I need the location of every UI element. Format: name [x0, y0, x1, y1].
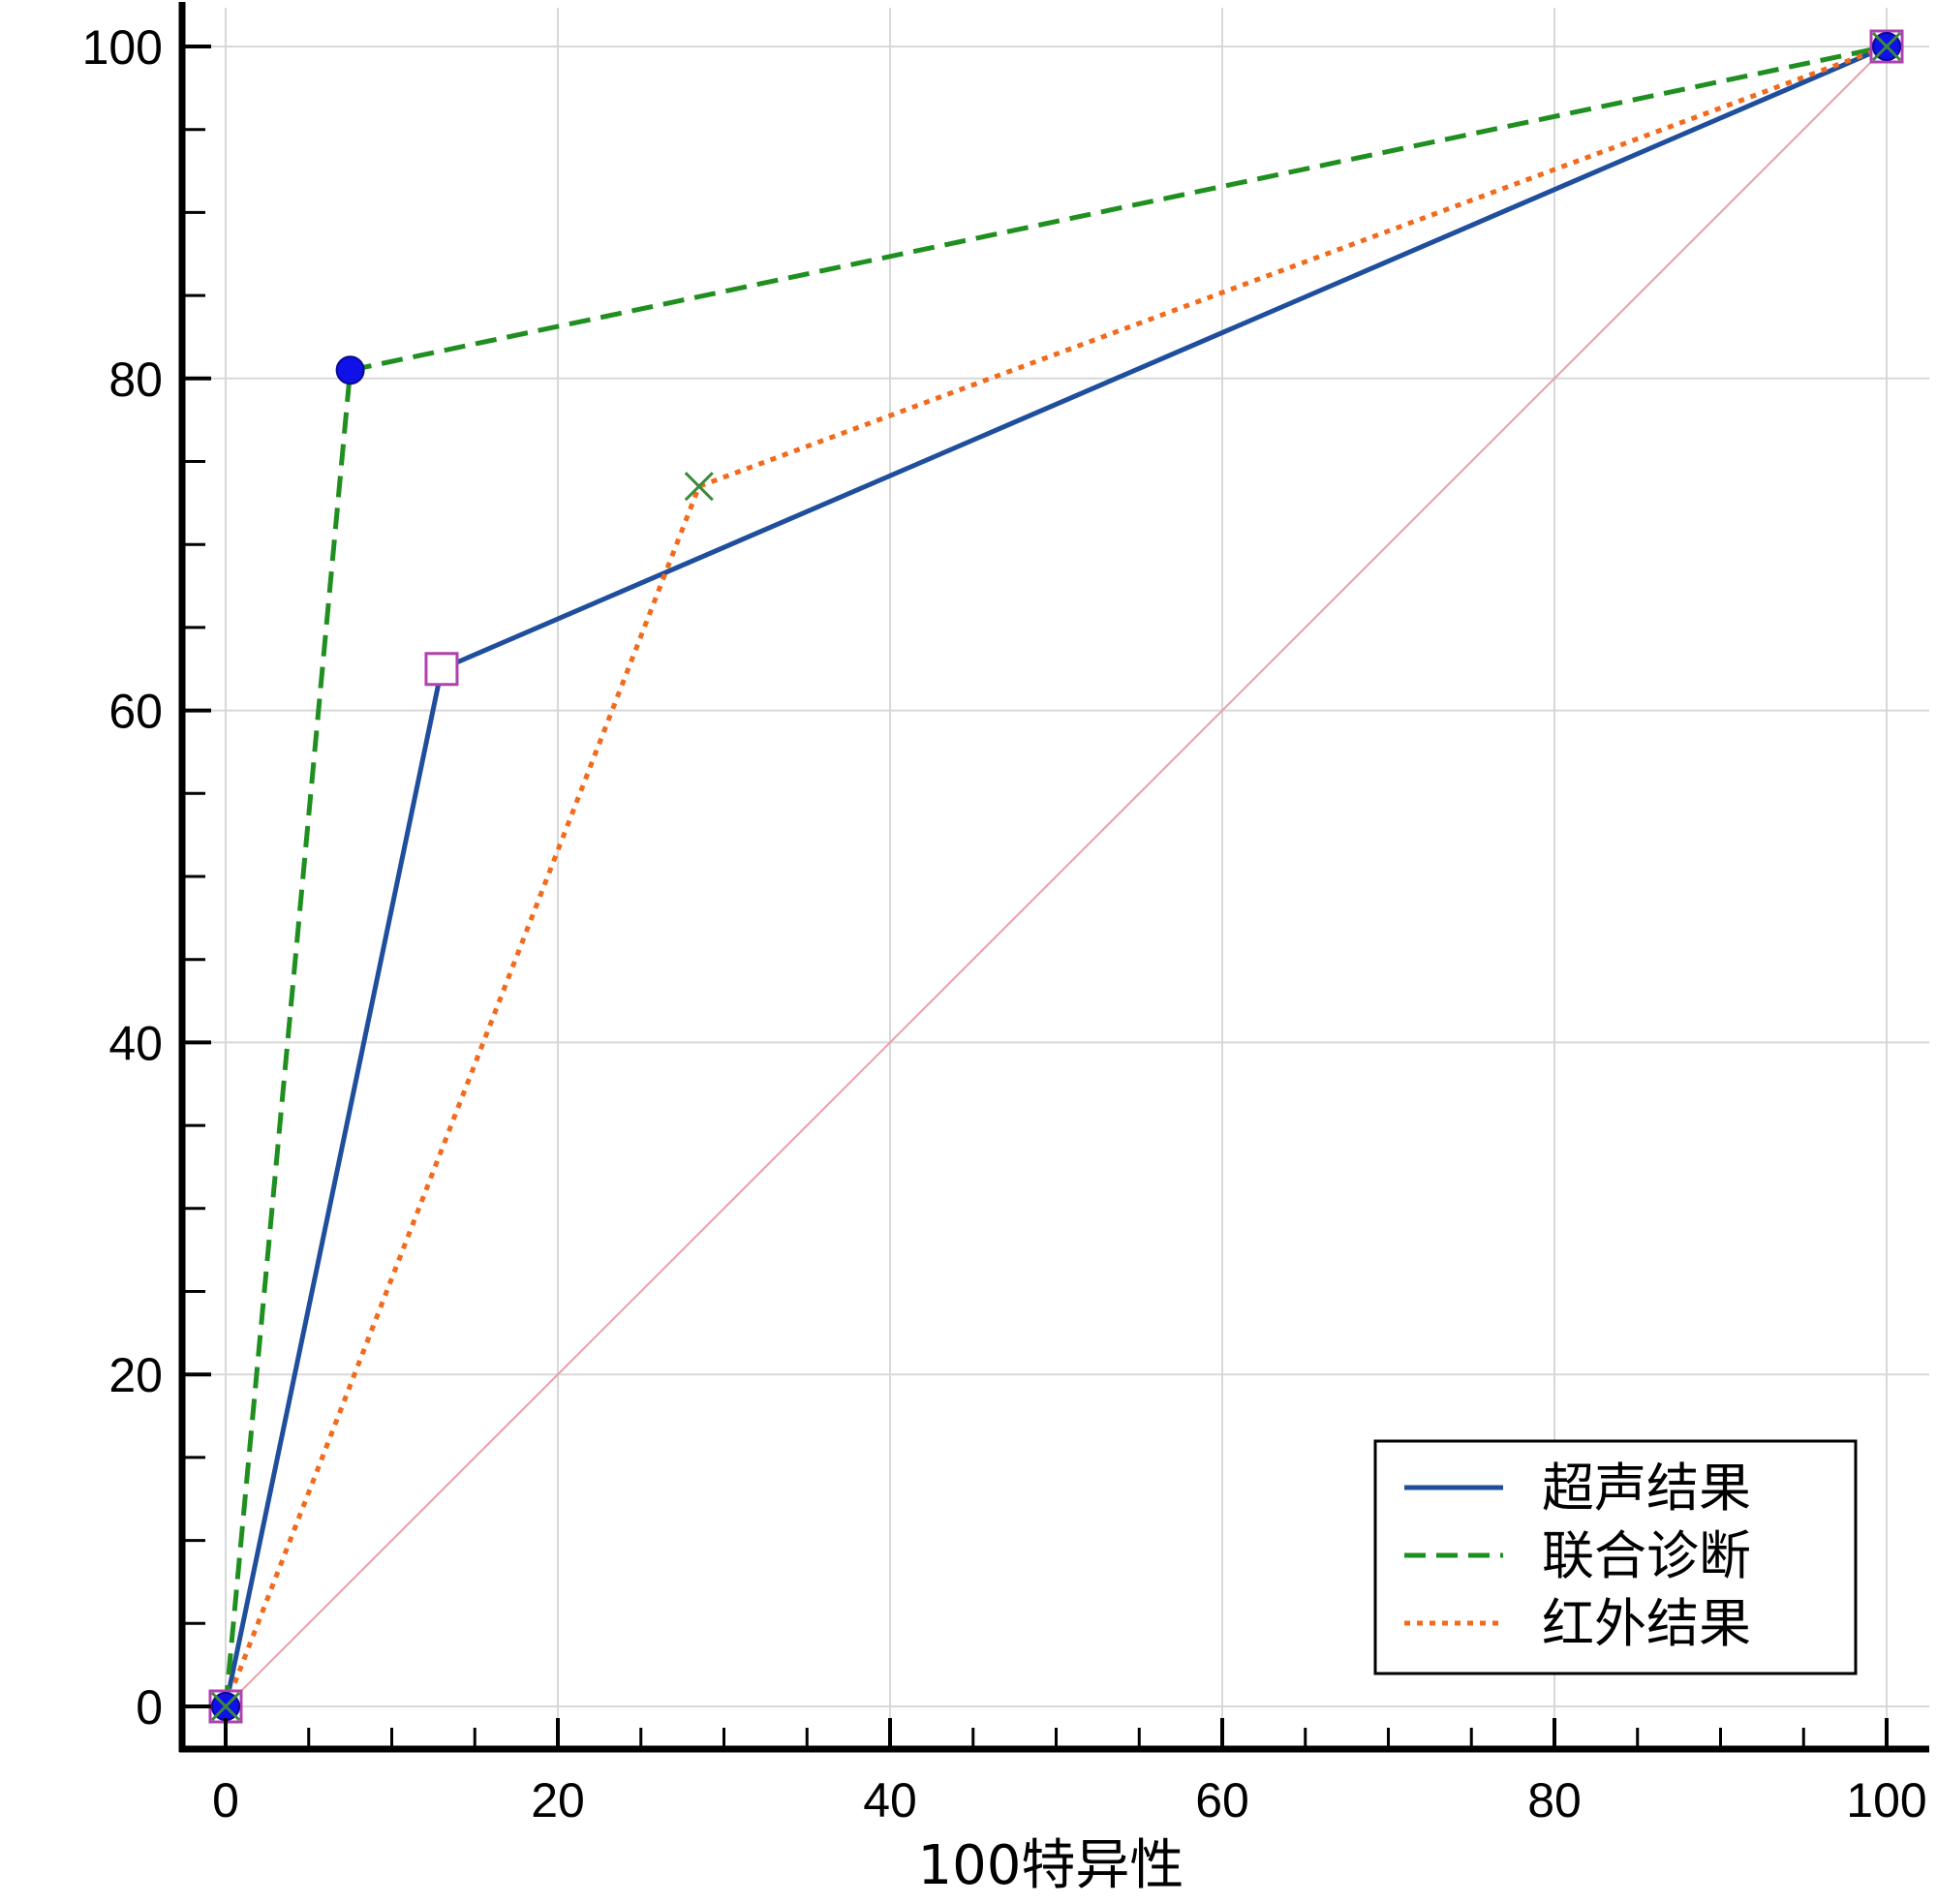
x-tick-label: 0: [212, 1773, 239, 1827]
data-point-series-3: [210, 1691, 241, 1722]
data-point-series-1: [424, 652, 459, 687]
y-tick-label: 60: [108, 685, 163, 739]
legend-label-series-2: 联合诊断: [1542, 1525, 1751, 1586]
x-marker-stroke: [1871, 31, 1902, 62]
data-point-series-3: [1871, 31, 1902, 62]
reference-diagonal: [225, 46, 1888, 1707]
legend-label-series-1: 超声结果: [1542, 1458, 1751, 1519]
y-tick-label: 20: [108, 1348, 163, 1402]
x-tick-label: 40: [863, 1773, 917, 1827]
data-point-series-3: [684, 472, 714, 502]
x-marker-stroke: [210, 1691, 241, 1722]
legend: 超声结果 联合诊断 红外结果: [1373, 1439, 1858, 1675]
tick-labels: 0 20 40 60 80 100 0 20 40 60 80 100: [82, 20, 1927, 1827]
x-tick-label: 60: [1195, 1773, 1249, 1827]
reference-line: [225, 46, 1888, 1707]
legend-label-series-3: 红外结果: [1542, 1593, 1751, 1654]
series-line-3: [223, 44, 1888, 1707]
x-tick-label: 80: [1527, 1773, 1582, 1827]
x-axis-title: 100特异性: [918, 1834, 1184, 1897]
x-tick-label: 100: [1846, 1773, 1926, 1827]
data-point-series-2: [335, 355, 365, 385]
grid: [182, 8, 1929, 1749]
axes: [178, 2, 1929, 1753]
y-tick-label: 0: [136, 1680, 163, 1735]
y-tick-label: 100: [82, 20, 163, 75]
y-tick-label: 40: [108, 1016, 163, 1070]
x-marker-stroke: [684, 472, 714, 502]
x-tick-label: 20: [531, 1773, 585, 1827]
y-tick-label: 80: [108, 353, 163, 407]
